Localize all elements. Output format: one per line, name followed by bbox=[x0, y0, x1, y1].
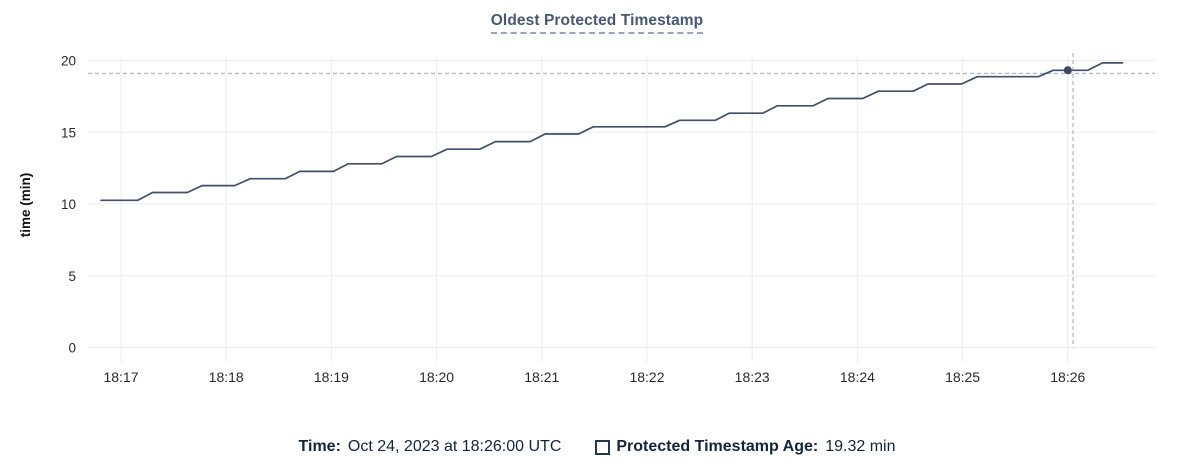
legend-series-toggle[interactable]: Protected Timestamp Age: 19.32 min bbox=[595, 438, 895, 456]
x-tick-label: 18:17 bbox=[103, 369, 138, 385]
line-chart[interactable]: 0 5 10 15 20 18:17 18:18 18:19 18:20 18:21 18:22 18… bbox=[0, 40, 1194, 428]
hover-legend: Time: Oct 24, 2023 at 18:26:00 UTC Prote… bbox=[0, 430, 1194, 464]
title-row: Oldest Protected Timestamp bbox=[0, 0, 1194, 40]
x-tick-label: 18:21 bbox=[524, 369, 559, 385]
x-tick-label: 18:24 bbox=[840, 369, 875, 385]
x-tick-label: 18:18 bbox=[209, 369, 244, 385]
y-tick-label: 0 bbox=[68, 341, 76, 356]
series-line bbox=[100, 62, 1124, 202]
y-tick-label: 5 bbox=[68, 269, 76, 284]
x-tick-label: 18:23 bbox=[735, 369, 770, 385]
series-value: 19.32 min bbox=[825, 438, 896, 455]
series-label: Protected Timestamp Age: bbox=[616, 438, 819, 455]
time-value: Oct 24, 2023 at 18:26:00 UTC bbox=[347, 438, 562, 455]
time-label: Time: bbox=[298, 438, 341, 455]
x-tick-label: 18:22 bbox=[629, 369, 664, 385]
x-tick-label: 18:19 bbox=[314, 369, 349, 385]
hover-point-dot bbox=[1063, 66, 1072, 75]
series-checkbox[interactable] bbox=[595, 439, 611, 455]
y-tick-label: 10 bbox=[61, 197, 76, 212]
chart-title[interactable]: Oldest Protected Timestamp bbox=[490, 12, 704, 34]
y-axis-label: time (min) bbox=[18, 173, 33, 238]
y-tick-label: 15 bbox=[61, 125, 76, 140]
y-tick-label: 20 bbox=[61, 54, 76, 69]
x-tick-label: 18:20 bbox=[419, 369, 454, 385]
x-tick-label: 18:25 bbox=[945, 369, 980, 385]
x-tick-label: 18:26 bbox=[1050, 369, 1085, 385]
